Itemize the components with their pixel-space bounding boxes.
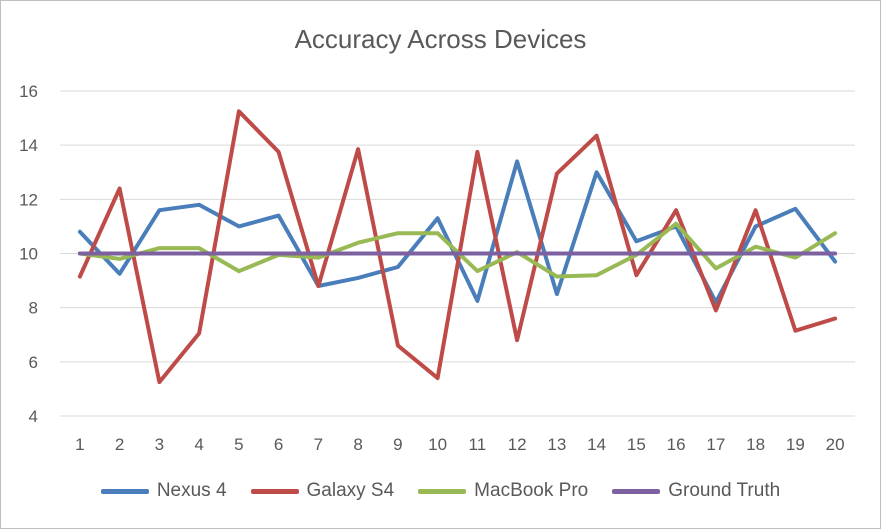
legend-swatch bbox=[612, 488, 661, 494]
x-tick-label: 6 bbox=[274, 435, 283, 454]
legend-item: Ground Truth bbox=[612, 480, 780, 502]
legend-swatch bbox=[100, 488, 149, 494]
y-tick-label: 16 bbox=[19, 82, 38, 101]
series-line-nexus-4 bbox=[77, 159, 838, 305]
x-tick-label: 18 bbox=[746, 435, 765, 454]
x-tick-label: 5 bbox=[234, 435, 243, 454]
legend-swatch bbox=[418, 488, 467, 494]
legend-swatch bbox=[250, 488, 299, 494]
x-tick-label: 19 bbox=[786, 435, 805, 454]
x-tick-label: 1 bbox=[75, 435, 84, 454]
legend-label: MacBook Pro bbox=[474, 480, 589, 501]
x-tick-label: 3 bbox=[155, 435, 164, 454]
legend-item: Galaxy S4 bbox=[250, 480, 395, 502]
x-tick-label: 15 bbox=[627, 435, 646, 454]
legend: Nexus 4 Galaxy S4 MacBook Pro Ground Truth bbox=[0, 480, 881, 502]
chart-title: Accuracy Across Devices bbox=[294, 24, 587, 54]
legend-item: Nexus 4 bbox=[100, 480, 227, 502]
x-tick-label: 2 bbox=[115, 435, 124, 454]
y-tick-label: 12 bbox=[19, 190, 38, 209]
y-tick-label: 10 bbox=[19, 245, 38, 264]
x-tick-label: 16 bbox=[667, 435, 686, 454]
x-tick-label: 14 bbox=[587, 435, 606, 454]
legend-label: Galaxy S4 bbox=[306, 480, 395, 501]
x-tick-label: 12 bbox=[508, 435, 527, 454]
legend-label: Ground Truth bbox=[668, 480, 781, 501]
x-tick-label: 11 bbox=[469, 435, 487, 454]
series-line-galaxy-s4 bbox=[77, 109, 838, 385]
x-tick-label: 10 bbox=[428, 435, 447, 454]
y-tick-label: 4 bbox=[29, 407, 38, 426]
y-tick-label: 14 bbox=[19, 136, 38, 155]
legend-item: MacBook Pro bbox=[418, 480, 588, 502]
y-tick-label: 8 bbox=[29, 299, 38, 318]
legend-label: Nexus 4 bbox=[156, 480, 227, 501]
x-tick-label: 4 bbox=[194, 435, 203, 454]
x-tick-label: 9 bbox=[393, 435, 402, 454]
x-tick-label: 7 bbox=[314, 435, 323, 454]
x-tick-label: 17 bbox=[706, 435, 725, 454]
x-tick-label: 13 bbox=[547, 435, 566, 454]
x-tick-label: 8 bbox=[353, 435, 362, 454]
x-tick-label: 20 bbox=[826, 435, 845, 454]
series-layer bbox=[77, 109, 838, 385]
y-tick-label: 6 bbox=[29, 353, 38, 372]
